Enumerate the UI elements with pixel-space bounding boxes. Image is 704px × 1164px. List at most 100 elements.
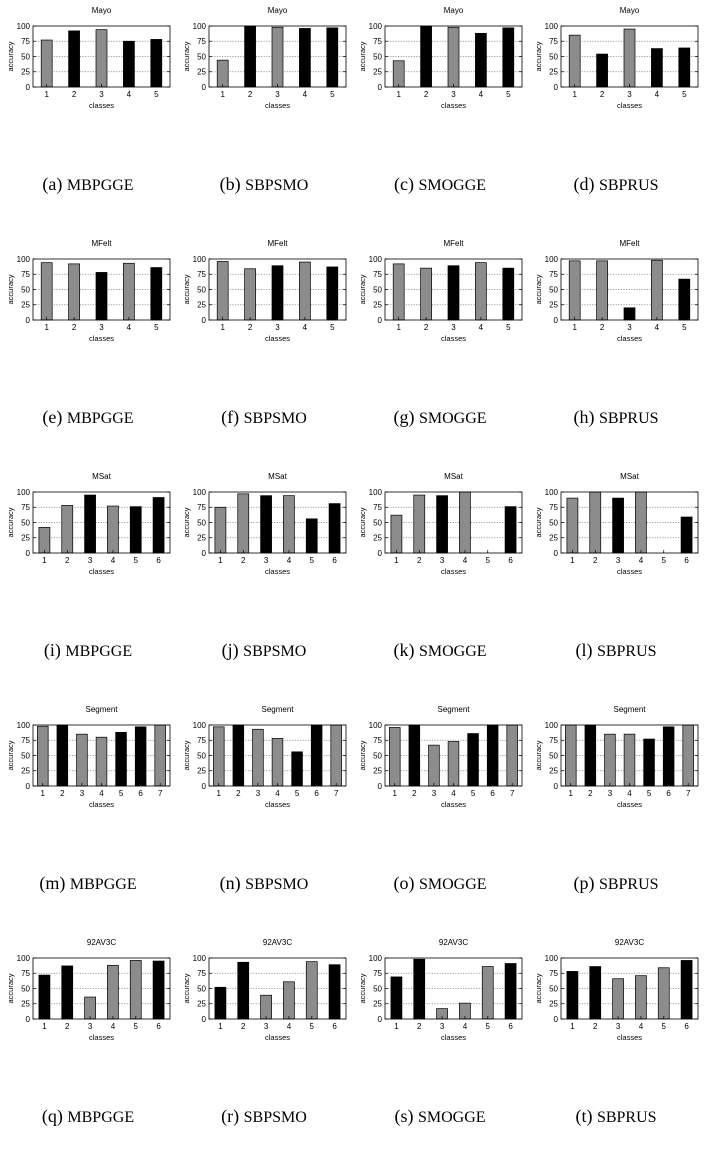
bar [413,494,426,554]
caption-method: SMOGGE [418,876,487,893]
chart-panel: MFelt 0 25 50 75 100 1 2 3 4 5 classes accuracy (e) M… [0,233,176,465]
chart-title: Mayo [92,6,112,15]
caption-method: MBPGGE [66,177,134,194]
bar [107,964,119,1020]
bar-chart: Segment 0 25 50 75 100 1 2 3 4 5 6 7 classes accuracy [534,705,699,809]
bar [612,978,624,1020]
plot-frame [384,491,523,554]
y-tick-label: 75 [373,270,382,279]
chart-panel: 92AV3C 0 25 50 75 100 1 2 3 4 5 6 classes accuracy (t)… [528,932,704,1164]
x-tick-label: 1 [569,789,574,798]
x-tick-label: 2 [72,323,77,332]
caption-letter: (e) [42,407,67,427]
y-axis-label: accuracy [6,740,15,770]
plot-frame [384,957,523,1020]
y-tick-label: 75 [21,736,30,745]
y-tick-label: 75 [21,503,30,512]
bar-chart: Mayo 0 25 50 75 100 1 2 3 4 5 classes accuracy [534,6,699,110]
y-tick-label: 0 [554,83,559,92]
bar [682,724,694,787]
y-tick-label: 25 [373,68,382,77]
caption-method: SBPSMO [245,876,309,893]
x-tick-label: 1 [218,1022,223,1031]
chart-panel: 92AV3C 0 25 50 75 100 1 2 3 4 5 6 classes accuracy (s)… [352,932,528,1164]
x-tick-label: 5 [330,90,335,99]
y-tick-label: 50 [197,984,206,993]
x-tick-label: 2 [241,556,246,565]
bar [657,967,670,1020]
y-tick-label: 25 [549,767,558,776]
y-tick-label: 100 [369,255,383,264]
caption-letter: (k) [393,640,419,660]
bar [459,491,471,554]
y-tick-label: 25 [373,534,382,543]
x-tick-label: 4 [655,323,660,332]
x-tick-label: 2 [236,789,241,798]
x-tick-label: 6 [684,556,689,565]
x-tick-label: 1 [394,1022,399,1031]
y-tick-label: 50 [197,285,206,294]
bar [213,726,225,787]
y-tick-label: 50 [549,52,558,61]
y-tick-label: 50 [549,285,558,294]
y-tick-label: 0 [26,1015,31,1024]
x-tick-label: 1 [570,556,575,565]
bar [283,495,295,554]
x-axis-label: classes [89,334,114,343]
y-tick-label: 0 [378,782,383,791]
bar [61,505,74,554]
y-tick-label: 75 [549,736,558,745]
subfigure-caption: (p) SBPRUS [528,873,704,894]
x-tick-label: 1 [220,90,225,99]
bar [237,493,250,554]
bar-chart: Segment 0 25 50 75 100 1 2 3 4 5 6 7 classes accuracy [358,705,523,809]
y-tick-label: 25 [549,1000,558,1009]
y-tick-label: 75 [197,37,206,46]
y-tick-label: 100 [17,721,31,730]
bar [506,724,518,787]
chart-panel: MFelt 0 25 50 75 100 1 2 3 4 5 classes accuracy (f) S… [176,233,352,465]
bar [502,27,515,88]
bar [299,28,311,88]
x-tick-label: 6 [684,1022,689,1031]
bar [214,986,227,1020]
chart-title: Segment [437,705,470,714]
x-axis-label: classes [265,1033,290,1042]
x-tick-label: 1 [44,323,49,332]
bar [299,261,311,321]
x-tick-label: 1 [217,789,222,798]
x-axis-label: classes [265,334,290,343]
bar [330,724,342,787]
caption-letter: (q) [41,1106,68,1126]
x-tick-label: 6 [314,789,319,798]
bar [115,731,127,787]
y-axis-label: accuracy [534,973,543,1003]
figure-grid: Mayo 0 25 50 75 100 1 2 3 4 5 classes accuracy (a) MB… [0,6,704,1126]
x-tick-label: 3 [99,323,104,332]
caption-letter: (m) [39,873,70,893]
y-axis-label: accuracy [182,740,191,770]
bar [326,27,339,88]
bar [76,733,88,787]
bar [214,506,227,554]
bar [392,263,405,321]
bar [40,39,53,88]
y-tick-label: 75 [21,969,30,978]
chart-panel: MSat 0 25 50 75 100 1 2 3 4 5 6 classes accuracy (l) S… [528,466,704,698]
bar [413,958,426,1020]
y-tick-label: 100 [369,954,383,963]
x-axis-label: classes [265,567,290,576]
caption-method: SMOGGE [417,1109,486,1126]
y-tick-label: 0 [378,316,383,325]
subfigure-caption: (h) SBPRUS [528,407,704,428]
bar [37,725,49,787]
bar-chart: MFelt 0 25 50 75 100 1 2 3 4 5 classes accuracy [182,239,347,343]
bar [589,966,602,1020]
x-tick-label: 5 [647,789,652,798]
bar [216,261,229,321]
bar [305,961,318,1020]
x-tick-label: 4 [287,556,292,565]
x-axis-label: classes [89,800,114,809]
chart-panel: MSat 0 25 50 75 100 1 2 3 4 5 6 classes accuracy (k) S… [352,466,528,698]
x-tick-label: 3 [616,1022,621,1031]
